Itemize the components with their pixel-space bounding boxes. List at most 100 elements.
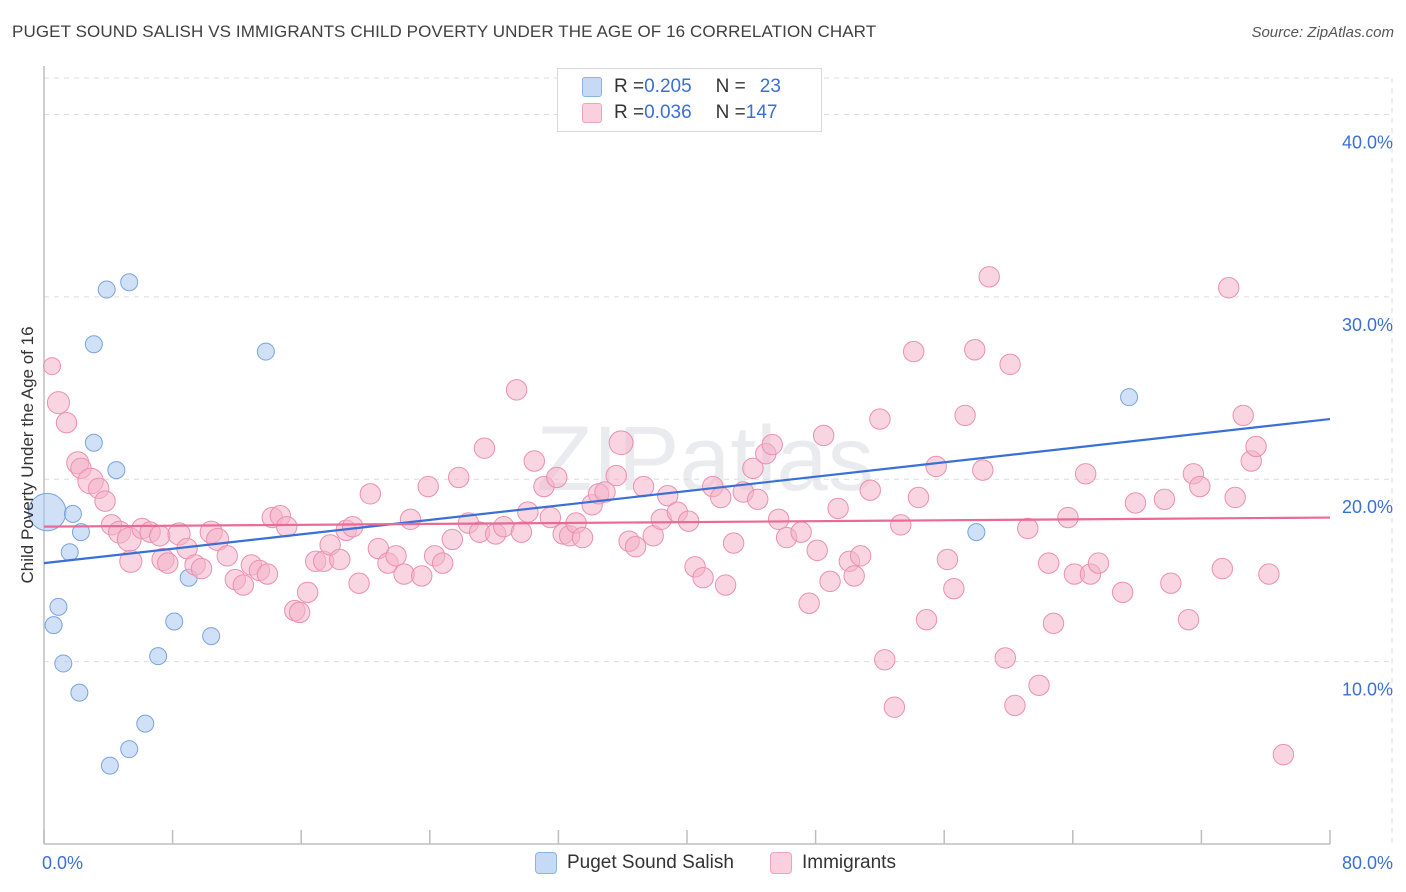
series-label-salish: Puget Sound Salish [567, 852, 734, 873]
point-immigrants [806, 539, 828, 562]
point-immigrants [890, 514, 912, 536]
correlation-legend: R = 0.205 N = 23 R = 0.036 N = 147 [557, 68, 822, 132]
legend-n-label: N = [715, 76, 746, 97]
legend-r-label: R = [614, 76, 645, 97]
point-immigrants [1004, 694, 1026, 717]
point-immigrants [517, 501, 539, 523]
legend-r-label: R = [614, 102, 645, 123]
legend-r-value: 0.205 [644, 76, 692, 97]
points-layer [28, 266, 1295, 775]
point-immigrants [915, 608, 938, 631]
point-immigrants [94, 490, 116, 512]
point-immigrants [1042, 612, 1065, 635]
point-immigrants [296, 581, 319, 604]
x-tick-label: 0.0% [42, 853, 83, 873]
point-immigrants [43, 357, 62, 376]
point-immigrants [348, 572, 370, 594]
point-salish [54, 654, 73, 673]
point-immigrants [1272, 743, 1295, 766]
point-immigrants [819, 570, 841, 593]
point-immigrants [329, 548, 351, 571]
point-immigrants [954, 404, 976, 427]
point-immigrants [827, 497, 849, 520]
tick-labels: 10.0% 20.0% 30.0% 40.0% 0.0% 80.0% [42, 132, 1393, 873]
legend-n-label: N = [715, 102, 746, 123]
point-immigrants [972, 459, 994, 481]
y-tick-label: 10.0% [1342, 680, 1393, 700]
point-immigrants [869, 408, 891, 430]
point-immigrants [546, 466, 568, 489]
point-immigrants [1037, 552, 1060, 574]
point-immigrants [510, 521, 533, 543]
point-immigrants [288, 601, 311, 624]
y-axis-label: Child Poverty Under the Age of 16 [18, 326, 37, 584]
point-immigrants [46, 391, 71, 415]
legend-swatch-immigrants [582, 103, 602, 123]
point-immigrants [849, 545, 872, 567]
point-immigrants [1087, 552, 1110, 574]
y-tick-label: 20.0% [1342, 497, 1393, 517]
series-swatch-immigrants [770, 852, 792, 874]
trend-lines [43, 417, 1331, 565]
point-immigrants [722, 532, 745, 554]
series-legend-salish[interactable]: Puget Sound Salish [535, 852, 734, 874]
point-immigrants [385, 545, 407, 567]
point-immigrants [1124, 492, 1147, 514]
point-immigrants [539, 506, 562, 529]
axes [43, 66, 1331, 845]
point-immigrants [157, 552, 179, 574]
point-immigrants [232, 574, 255, 596]
point-salish [84, 335, 103, 354]
point-immigrants [216, 545, 238, 567]
point-salish [107, 461, 126, 480]
point-immigrants [790, 521, 812, 543]
source-label: Source: ZipAtlas.com [1251, 24, 1394, 41]
point-immigrants [1057, 506, 1079, 529]
point-immigrants [907, 486, 930, 509]
point-salish [60, 543, 79, 562]
point-immigrants [1028, 674, 1050, 697]
point-immigrants [1177, 608, 1200, 631]
point-salish [70, 683, 89, 702]
watermark: ZIPatlas [536, 408, 873, 510]
trend-line-salish [43, 417, 1331, 565]
point-immigrants [473, 437, 496, 459]
point-immigrants [964, 339, 986, 361]
point-salish [149, 647, 168, 666]
point-immigrants [359, 483, 382, 505]
point-immigrants [714, 574, 737, 596]
point-immigrants [747, 488, 769, 510]
series-legend: Puget Sound Salish Immigrants [0, 852, 1406, 878]
series-legend-immigrants[interactable]: Immigrants [770, 852, 896, 874]
legend-n-value: 147 [745, 102, 778, 123]
point-salish [71, 523, 90, 542]
point-immigrants [812, 424, 835, 447]
point-immigrants [874, 649, 896, 671]
point-salish [63, 504, 82, 523]
point-immigrants [1211, 557, 1233, 580]
point-salish [44, 616, 63, 635]
point-immigrants [742, 457, 764, 479]
point-immigrants [119, 549, 143, 573]
point-immigrants [1111, 581, 1134, 604]
point-immigrants [1017, 517, 1039, 540]
point-immigrants [943, 577, 965, 600]
point-immigrants [902, 340, 925, 363]
point-salish [120, 740, 139, 759]
point-immigrants [605, 464, 627, 487]
point-salish [165, 612, 184, 631]
point-salish [100, 756, 119, 775]
point-salish [202, 627, 221, 646]
point-immigrants [594, 481, 616, 503]
legend-n-value: 23 [759, 76, 781, 97]
point-salish [97, 280, 116, 299]
point-immigrants [1153, 488, 1176, 510]
point-salish [967, 523, 986, 542]
point-immigrants [149, 525, 171, 547]
point-salish [1120, 388, 1139, 407]
legend-r-value: 0.036 [644, 102, 692, 123]
point-immigrants [624, 536, 647, 558]
point-immigrants [190, 557, 213, 580]
chart-title: PUGET SOUND SALISH VS IMMIGRANTS CHILD P… [12, 22, 877, 41]
